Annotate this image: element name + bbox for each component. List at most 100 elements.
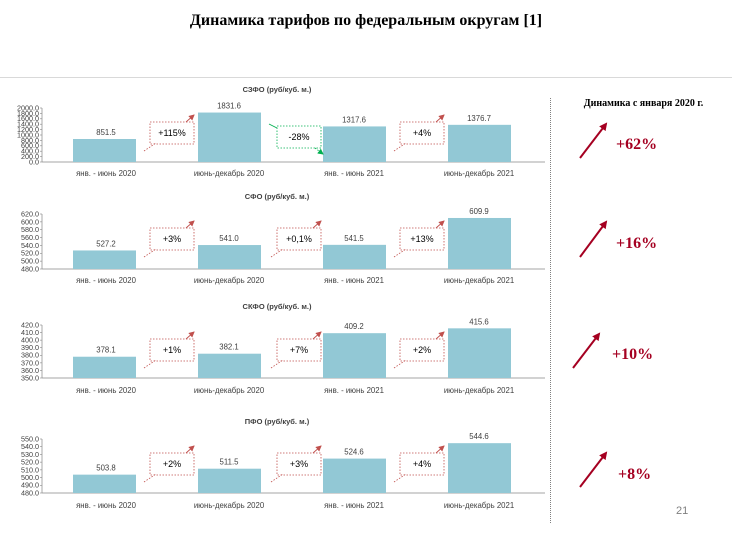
x-tick-label: июнь-декабрь 2020 [194,276,265,285]
x-tick-label: янв. - июнь 2021 [324,386,384,395]
up-arrow-icon [185,445,195,454]
chart-pfo: ПФО (руб/куб. м.) 480.0490.0500.0510.0520… [21,417,545,510]
change-box-frame [276,125,322,149]
y-tick-label: 600.0 [21,217,39,226]
bar-value-label: 1376.7 [467,114,491,123]
bar-value-label: 409.2 [344,322,364,331]
change-label: +2% [413,345,431,355]
up-arrow-icon [312,331,322,340]
change-box: +7% [270,331,322,369]
x-tick-label: июнь-декабрь 2021 [444,169,514,178]
bar [198,468,261,493]
bar-value-label: 511.5 [220,458,240,467]
y-tick-label: 0.0 [29,157,39,166]
change-label: +0,1% [286,234,312,244]
bar [198,112,261,162]
up-arrow-icon [435,331,445,340]
change-connector [393,248,407,258]
change-connector [393,473,407,483]
bar [448,217,511,269]
change-box-frame [399,227,445,251]
y-tick-label: 400.0 [21,147,39,156]
chart-sfo: СФО (руб/куб. м.) 480.0500.0520.0540.0560… [21,192,545,285]
summary-heading: Динамика с января 2020 г. [583,98,704,109]
change-connector [393,359,407,369]
bar-value-label: 415.6 [469,317,489,326]
top-rule [0,77,732,78]
y-tick-label: 520.0 [21,249,39,258]
chart-szfo: СЗФО (руб/куб. м.) 0.0200.0400.0600.0800.… [17,85,545,178]
arrow-up-right-icon [579,220,608,258]
change-box-frame [149,452,195,476]
bar [448,124,511,162]
change-box: +2% [143,445,195,483]
x-tick-label: июнь-декабрь 2020 [194,169,265,178]
y-tick-label: 580.0 [21,225,39,234]
x-tick-label: июнь-декабрь 2021 [444,276,514,285]
change-connector [268,123,278,129]
bar-value-label: 527.2 [96,239,116,248]
change-connector [270,248,284,258]
y-tick-label: 490.0 [21,481,39,490]
bar [323,458,386,493]
chart-title: СКФО (руб/куб. м.) [243,302,312,311]
x-tick-label: июнь-декабрь 2021 [444,386,514,395]
y-tick-label: 550.0 [21,434,39,443]
bar [198,245,261,269]
change-box: +0,1% [270,220,322,258]
arrow-up-right-icon [579,451,608,488]
y-tick-label: 420.0 [21,320,39,329]
bar-value-label: 524.6 [344,448,364,457]
up-arrow-icon [435,445,445,454]
bar-value-label: 1317.6 [342,115,366,124]
change-box-frame [276,227,322,251]
change-box-frame [399,452,445,476]
x-tick-label: янв. - июнь 2020 [76,501,137,510]
chart-skfo: СКФО (руб/куб. м.) 350.0360.0370.0380.039… [21,302,545,395]
y-tick-label: 390.0 [21,343,39,352]
change-connector [270,473,284,483]
x-tick-label: янв. - июнь 2021 [324,276,384,285]
bar [73,250,136,269]
y-tick-label: 1800.0 [17,109,39,118]
change-label: +4% [413,459,431,469]
y-tick-label: 1000.0 [17,130,39,139]
page-number: 21 [676,505,689,517]
bar-value-label: 382.1 [219,343,239,352]
y-tick-label: 500.0 [21,473,39,482]
up-arrow-icon [185,331,195,340]
y-tick-label: 600.0 [21,141,39,150]
bar-value-label: 609.9 [469,207,489,216]
y-tick-label: 1600.0 [17,114,39,123]
y-tick-label: 520.0 [21,458,39,467]
summary-change-sfo: +16% [616,235,658,252]
summary-change-skfo: +10% [612,346,654,363]
x-tick-label: янв. - июнь 2020 [76,276,137,285]
change-box: +3% [270,445,322,483]
change-box-frame [149,121,195,145]
change-label: +2% [163,459,181,469]
change-label: +7% [290,345,308,355]
up-arrow-icon [185,220,195,229]
y-tick-label: 1400.0 [17,120,39,129]
bar [448,443,511,493]
up-arrow-icon [312,220,322,229]
chart-title: СЗФО (руб/куб. м.) [243,85,312,94]
x-tick-label: янв. - июнь 2020 [76,386,137,395]
bar [198,353,261,378]
change-box-frame [399,338,445,362]
bar [323,244,386,269]
change-connector [143,142,157,152]
change-box: +4% [393,114,445,152]
slide-title: Динамика тарифов по федеральным округам … [189,12,543,29]
change-box-frame [399,121,445,145]
x-tick-label: июнь-декабрь 2020 [194,386,265,395]
y-tick-label: 2000.0 [17,103,39,112]
x-tick-label: июнь-декабрь 2021 [444,501,514,510]
change-box-frame [276,452,322,476]
bar [323,126,386,162]
change-box: +3% [143,220,195,258]
summary-change-szfo: +62% [616,136,658,153]
change-box-frame [149,338,195,362]
arrow-up-right-icon [579,122,608,159]
